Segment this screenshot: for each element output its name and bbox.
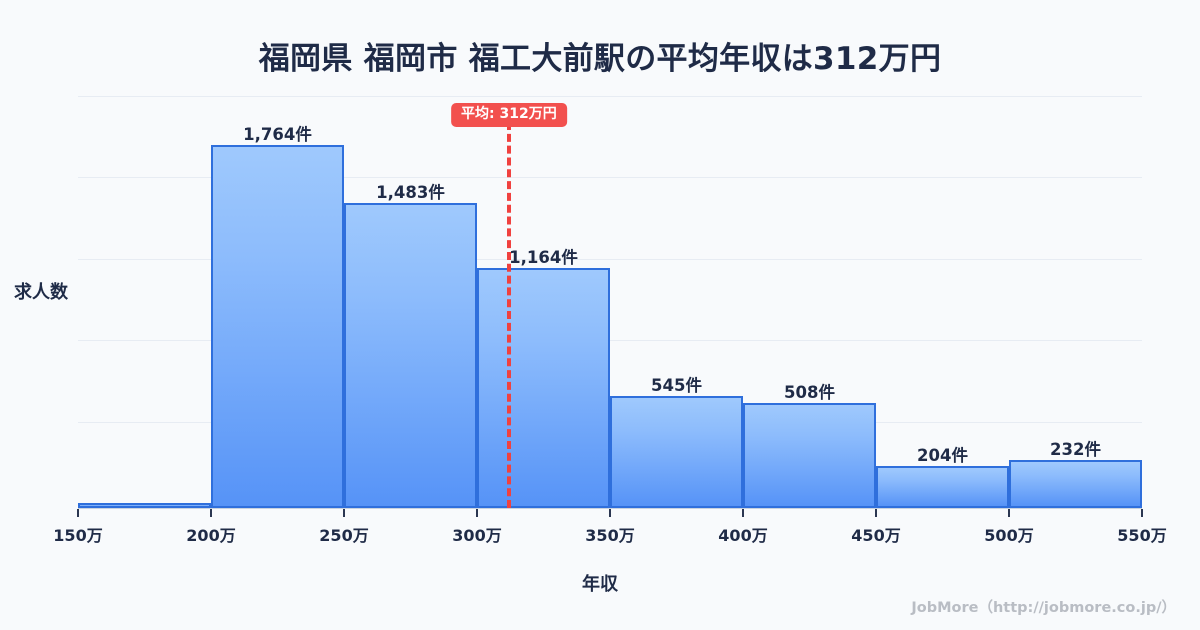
x-axis-tick xyxy=(210,509,212,517)
x-axis-tick xyxy=(1008,509,1010,517)
bar-value-label: 204件 xyxy=(917,445,968,465)
bar-value-label: 1,764件 xyxy=(243,124,312,144)
x-axis-tick xyxy=(343,509,345,517)
y-axis-title: 求人数 xyxy=(14,282,68,303)
x-axis-tick-label: 250万 xyxy=(319,526,369,545)
chart-title: 福岡県 福岡市 福工大前駅の平均年収は312万円 xyxy=(258,41,942,77)
gridline xyxy=(78,177,1142,178)
bar-value-label: 545件 xyxy=(651,375,702,395)
footer-credit: JobMore（http://jobmore.co.jp/） xyxy=(911,600,1176,616)
gridline xyxy=(78,259,1142,260)
x-axis-tick-label: 350万 xyxy=(585,526,635,545)
x-axis-tick xyxy=(742,509,744,517)
bar-value-label: 1,483件 xyxy=(376,182,445,202)
bar-value-label: 232件 xyxy=(1050,440,1101,460)
x-axis-tick xyxy=(476,509,478,517)
average-line xyxy=(506,122,511,508)
bar-value-label: 1,164件 xyxy=(509,248,578,268)
x-axis-tick-label: 300万 xyxy=(452,526,502,545)
bar[interactable] xyxy=(344,202,477,508)
x-axis-tick-label: 150万 xyxy=(53,526,103,545)
x-axis-tick-label: 200万 xyxy=(186,526,236,545)
bar[interactable] xyxy=(610,395,743,508)
x-axis-tick xyxy=(875,509,877,517)
bar[interactable] xyxy=(211,144,344,508)
gridline xyxy=(78,340,1142,341)
bar[interactable] xyxy=(876,465,1009,508)
bar[interactable] xyxy=(78,503,211,508)
bar[interactable] xyxy=(743,403,876,508)
bar-value-label: 508件 xyxy=(784,383,835,403)
x-axis-title: 年収 xyxy=(582,574,618,595)
x-axis-tick-label: 400万 xyxy=(718,526,768,545)
average-badge: 平均: 312万円 xyxy=(451,103,567,128)
x-axis-tick xyxy=(609,509,611,517)
bar[interactable] xyxy=(1009,460,1142,508)
x-axis-tick xyxy=(77,509,79,517)
plot-area: 1,764件 1,483件 1,164件 545件 508件 204件 232件 平均: 31… xyxy=(53,96,1167,545)
x-axis-baseline xyxy=(78,507,1142,509)
gridline xyxy=(78,96,1142,97)
x-axis-tick-label: 550万 xyxy=(1117,526,1167,545)
bar[interactable] xyxy=(477,268,610,508)
x-axis-tick xyxy=(1141,509,1143,517)
x-axis-tick-label: 500万 xyxy=(984,526,1034,545)
x-axis-tick-label: 450万 xyxy=(851,526,901,545)
